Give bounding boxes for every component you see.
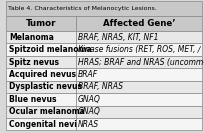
Text: HRAS; BRAF and NRAS (uncomm-: HRAS; BRAF and NRAS (uncomm- <box>78 58 204 66</box>
Bar <box>6 118 76 130</box>
Bar <box>76 68 202 81</box>
Text: Congenital nevi: Congenital nevi <box>9 120 77 129</box>
Text: Kinase fusions (RET, ROS, MET, ∕: Kinase fusions (RET, ROS, MET, ∕ <box>78 45 201 54</box>
Text: Ocular melanoma: Ocular melanoma <box>9 107 85 116</box>
Bar <box>6 68 76 81</box>
Bar <box>6 1 202 16</box>
Bar <box>76 105 202 118</box>
Text: Tumor: Tumor <box>26 19 56 28</box>
Bar <box>6 16 76 31</box>
Text: GNAQ: GNAQ <box>78 107 101 116</box>
Text: BRAF: BRAF <box>78 70 98 79</box>
Bar <box>6 56 76 68</box>
Text: Spitz nevus: Spitz nevus <box>9 58 59 66</box>
Text: Spitzoid melanoma: Spitzoid melanoma <box>9 45 92 54</box>
Bar <box>76 93 202 105</box>
Bar <box>76 43 202 56</box>
Text: BRAF, NRAS: BRAF, NRAS <box>78 82 123 91</box>
Text: Blue nevus: Blue nevus <box>9 95 57 104</box>
Bar <box>76 118 202 130</box>
Text: Acquired nevus: Acquired nevus <box>9 70 76 79</box>
Text: BRAF, NRAS, KIT, NF1: BRAF, NRAS, KIT, NF1 <box>78 33 159 42</box>
Text: Affected Gene’: Affected Gene’ <box>103 19 175 28</box>
Bar <box>6 105 76 118</box>
Bar <box>76 81 202 93</box>
Bar <box>76 56 202 68</box>
Bar <box>76 31 202 43</box>
Text: Dysplastic nevus: Dysplastic nevus <box>9 82 82 91</box>
Bar <box>6 81 76 93</box>
Text: Table 4. Characteristics of Melanocytic Lesions.: Table 4. Characteristics of Melanocytic … <box>8 6 157 11</box>
Bar <box>6 43 76 56</box>
Text: Melanoma: Melanoma <box>9 33 54 42</box>
Bar <box>6 93 76 105</box>
Bar <box>76 16 202 31</box>
Text: GNAQ: GNAQ <box>78 95 101 104</box>
Bar <box>6 31 76 43</box>
Text: NRAS: NRAS <box>78 120 99 129</box>
